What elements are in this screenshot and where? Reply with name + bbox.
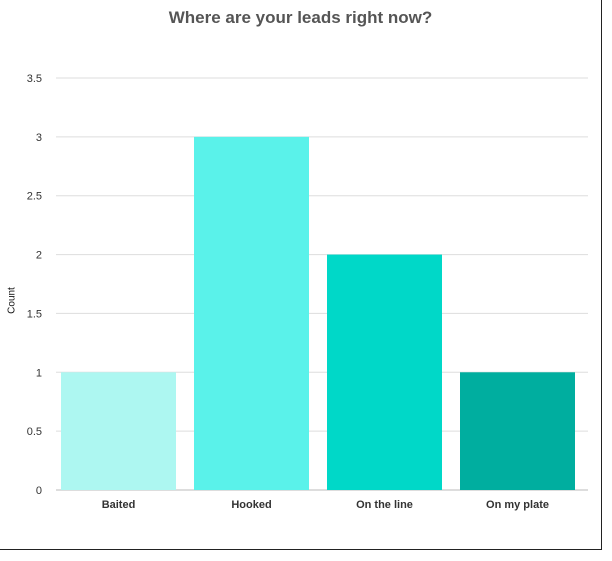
bar [61,372,176,490]
y-tick-label: 0.5 [27,426,42,438]
chart-plot-area: 0 0.5 1 1.5 2 2.5 3 3.5 Baited Hooked On the line O… [27,73,588,511]
x-tick-label: Hooked [231,499,271,511]
x-tick-label: On my plate [486,499,549,511]
y-tick-label: 0 [36,485,42,497]
bar [194,136,309,490]
chart-title: Where are your leads right now? [168,8,433,27]
y-tick-label: 3.5 [27,73,42,85]
bar [460,372,575,490]
y-tick-label: 1.5 [27,308,42,320]
y-tick-label: 1 [36,367,42,379]
y-tick-label: 2.5 [27,191,42,203]
x-tick-label: Baited [102,499,136,511]
bar [327,254,442,490]
y-tick-label: 3 [36,132,42,144]
y-tick-label: 2 [36,250,42,262]
x-tick-label: On the line [356,499,413,511]
